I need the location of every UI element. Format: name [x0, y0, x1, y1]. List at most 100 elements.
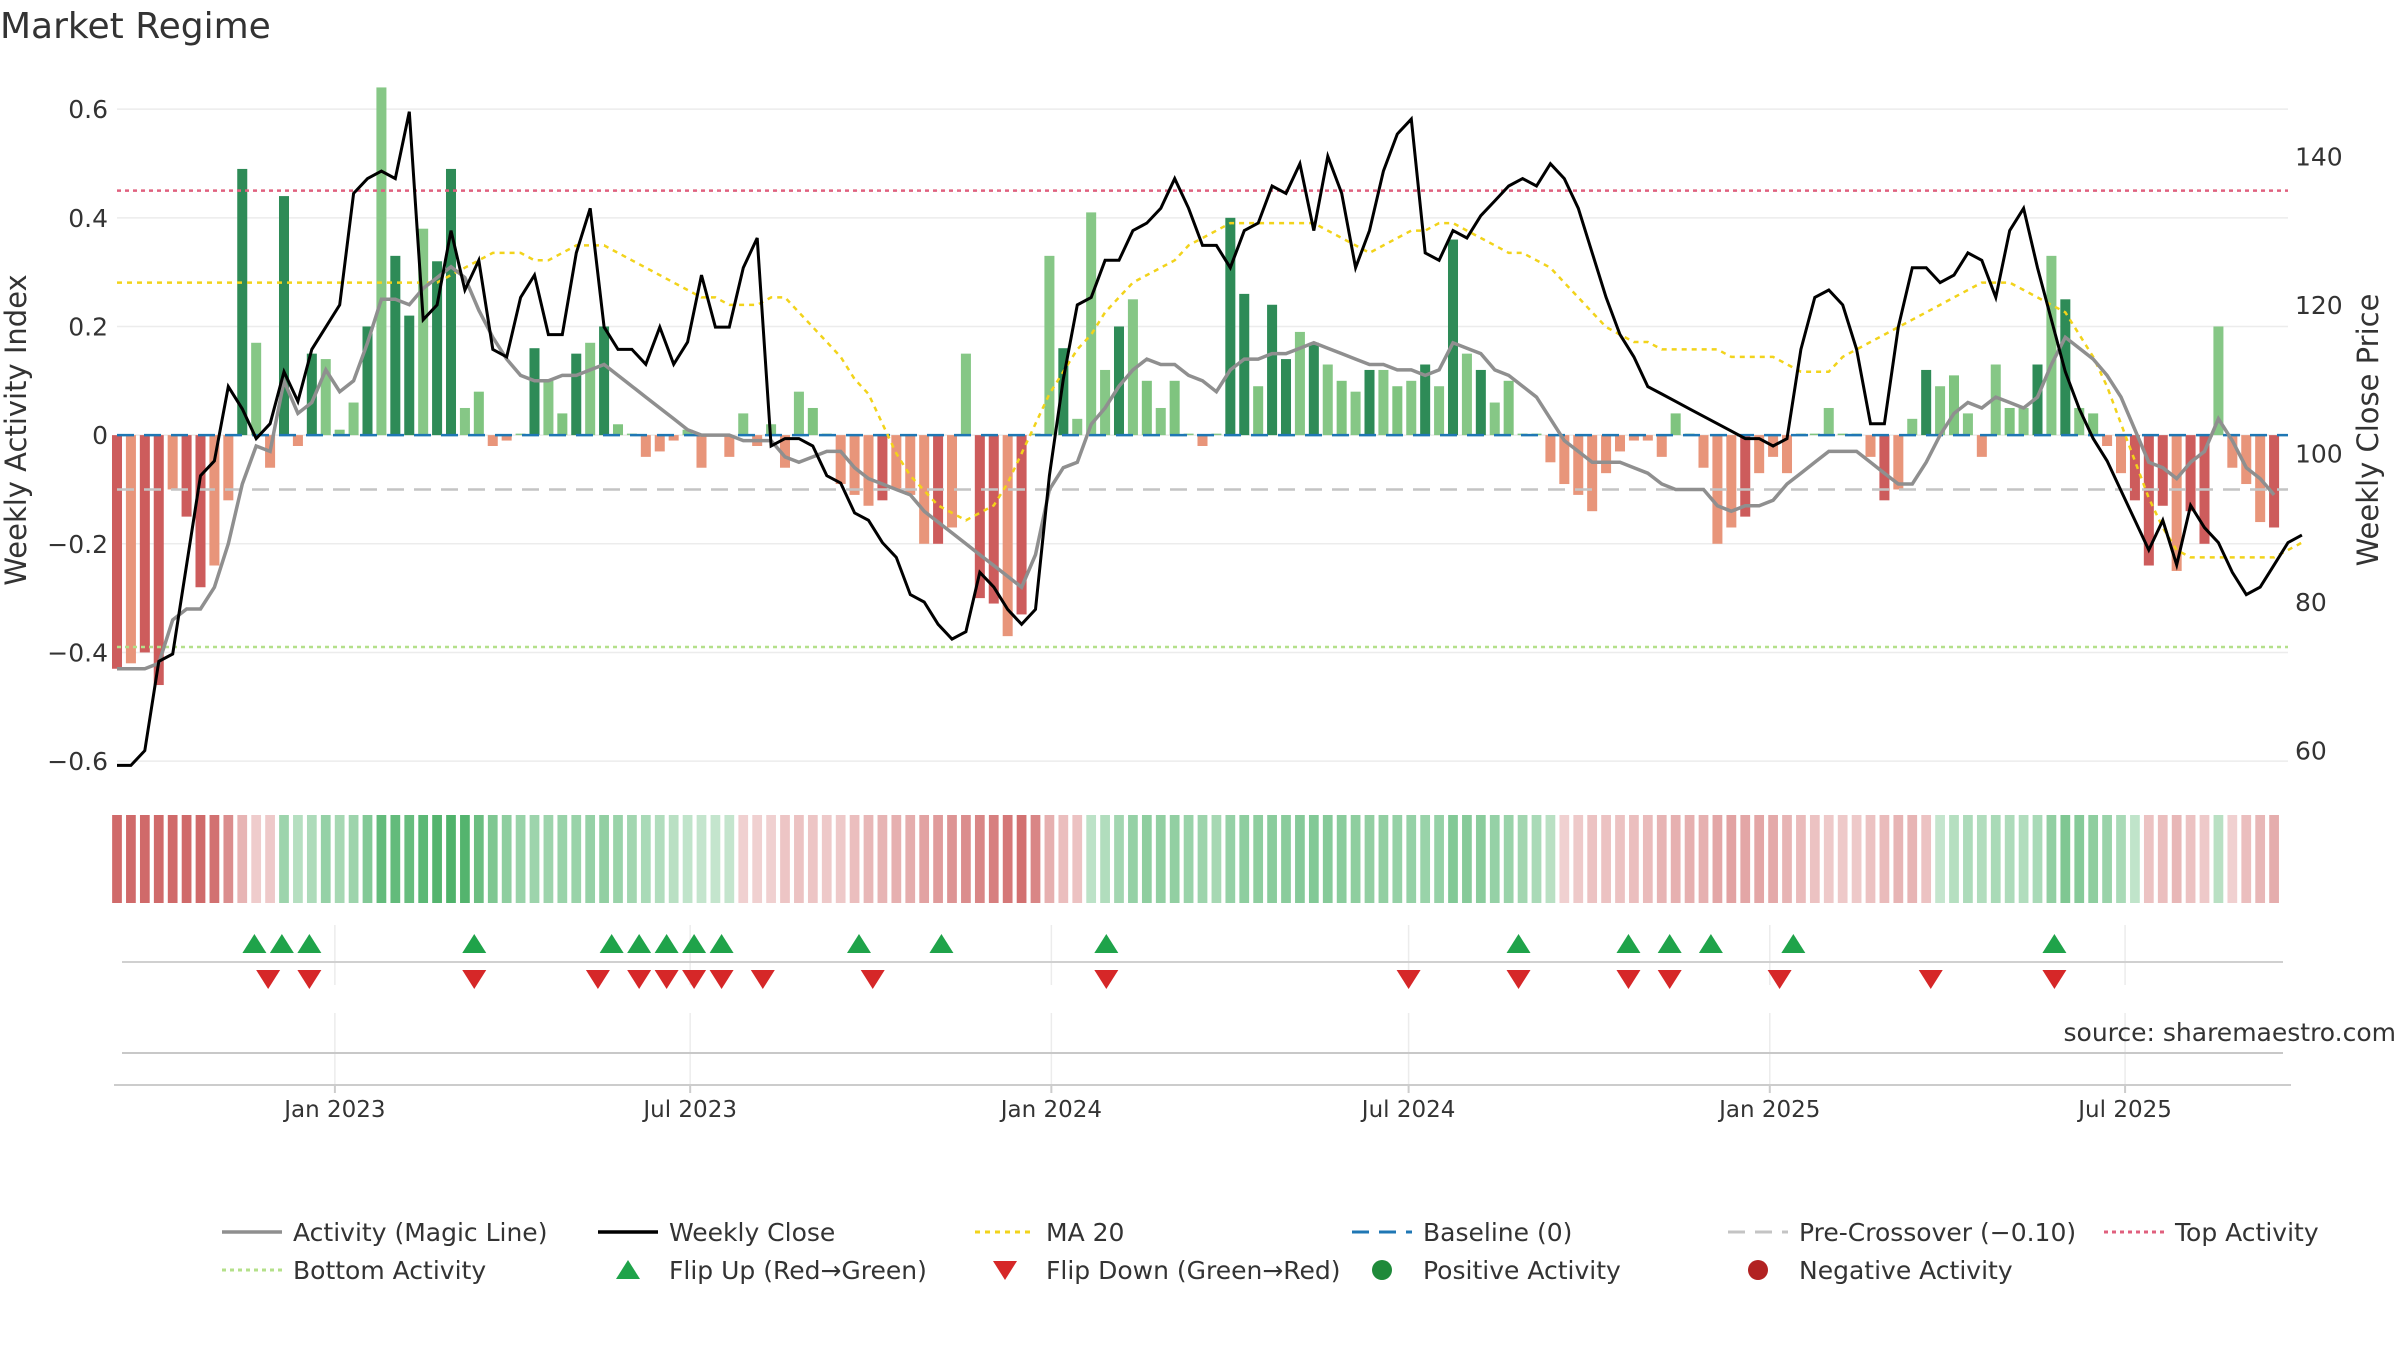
- activity-bar: [1893, 435, 1904, 490]
- activity-bar: [1559, 435, 1570, 485]
- regime-cell: [1782, 815, 1792, 903]
- flip-down-marker: [682, 970, 707, 989]
- regime-cell: [126, 815, 136, 903]
- regime-cell: [1155, 815, 1166, 903]
- x-tick-label: Jan 2023: [282, 1097, 385, 1123]
- regime-cell: [835, 815, 846, 903]
- legend-negative-label: Negative Activity: [1799, 1256, 2013, 1285]
- left-tick-label: 0.6: [68, 95, 108, 124]
- activity-bar: [640, 435, 651, 457]
- legend-flipdown-label: Flip Down (Green→Red): [1046, 1256, 1341, 1285]
- chart-title: Market Regime: [0, 6, 271, 47]
- regime-cell: [181, 815, 192, 903]
- activity-bar: [376, 87, 387, 436]
- activity-bar: [139, 435, 150, 653]
- regime-cell: [571, 815, 582, 903]
- flip-down-marker: [1918, 970, 1943, 989]
- flip-down-marker: [750, 970, 775, 989]
- regime-cell: [139, 815, 150, 903]
- right-tick-label: 120: [2295, 291, 2343, 320]
- regime-cell: [1684, 815, 1695, 903]
- activity-bar: [2185, 435, 2196, 512]
- activity-bar: [404, 315, 415, 436]
- activity-bar: [668, 435, 679, 441]
- activity-bar: [1100, 369, 1111, 436]
- flip-up-marker: [627, 934, 652, 953]
- regime-cell: [501, 815, 512, 903]
- activity-bar: [905, 435, 916, 495]
- regime-cell: [1642, 815, 1653, 903]
- reference-lines: [117, 189, 2288, 649]
- activity-bar: [1086, 212, 1097, 436]
- regime-cell: [1183, 815, 1194, 903]
- regime-cell: [2060, 815, 2071, 903]
- right-axis-title: Weekly Close Price: [2351, 294, 2385, 567]
- regime-cell: [821, 815, 832, 903]
- regime-cell: [654, 815, 665, 903]
- activity-bar: [1322, 364, 1333, 436]
- activity-bar: [1350, 391, 1361, 436]
- regime-cell: [348, 815, 359, 903]
- regime-cell: [167, 815, 178, 903]
- x-tick-label: Jul 2025: [2076, 1097, 2172, 1123]
- flip-down-marker: [1094, 970, 1119, 989]
- activity-bar: [1253, 386, 1264, 436]
- regime-cell: [724, 815, 735, 903]
- activity-bar: [306, 353, 317, 436]
- bottom-panel: [122, 1013, 2283, 1085]
- regime-cell: [2032, 815, 2043, 903]
- activity-bar: [612, 424, 624, 436]
- flip-down-marker: [462, 970, 487, 989]
- x-tick-label: Jan 2024: [999, 1097, 1102, 1123]
- regime-cell: [1503, 815, 1514, 903]
- activity-bar: [1308, 342, 1319, 436]
- regime-cell: [251, 815, 262, 903]
- activity-bar: [1990, 364, 2001, 436]
- activity-bar: [209, 435, 220, 566]
- regime-cell: [223, 815, 234, 903]
- regime-cell: [487, 815, 498, 903]
- activity-bar: [1614, 435, 1626, 452]
- regime-cell: [1072, 815, 1083, 903]
- regime-cell: [1225, 815, 1236, 903]
- activity-bar: [960, 353, 971, 436]
- regime-cell: [794, 815, 804, 903]
- regime-cell: [2116, 815, 2126, 903]
- regime-cell: [1016, 815, 1027, 903]
- activity-bar: [1127, 299, 1138, 436]
- regime-cell: [306, 815, 317, 903]
- regime-cell: [1141, 815, 1152, 903]
- regime-cell: [1949, 815, 1959, 903]
- activity-bar: [835, 435, 846, 485]
- activity-bar: [1754, 435, 1765, 474]
- activity-bar: [2074, 407, 2085, 436]
- activity-bar: [1016, 435, 1027, 615]
- activity-bar: [125, 435, 136, 664]
- legend-flipup-swatch: [616, 1260, 640, 1279]
- regime-cell: [1295, 815, 1305, 903]
- activity-bar: [1489, 402, 1500, 436]
- regime-cell: [905, 815, 916, 903]
- legend-activity-label: Activity (Magic Line): [293, 1218, 547, 1247]
- activity-bar: [654, 435, 665, 452]
- activity-bar: [167, 435, 178, 490]
- regime-cell: [1350, 815, 1361, 903]
- activity-bar: [1169, 380, 1180, 436]
- regime-cell: [1573, 815, 1584, 903]
- series-lines: [117, 111, 2303, 767]
- flip-down-marker: [1657, 970, 1682, 989]
- regime-cell: [1114, 815, 1124, 903]
- activity-bar: [1948, 375, 1960, 436]
- regime-cell: [766, 815, 776, 903]
- regime-cell: [1448, 815, 1458, 903]
- activity-bar: [237, 168, 248, 436]
- activity-bar: [473, 391, 484, 436]
- activity-bar: [1225, 217, 1236, 436]
- activity-bar: [1002, 435, 1013, 637]
- activity-bar: [1461, 353, 1472, 436]
- regime-cell: [933, 815, 943, 903]
- activity-bar: [1378, 369, 1389, 436]
- regime-cell: [1851, 815, 1862, 903]
- regime-cell: [1281, 815, 1291, 903]
